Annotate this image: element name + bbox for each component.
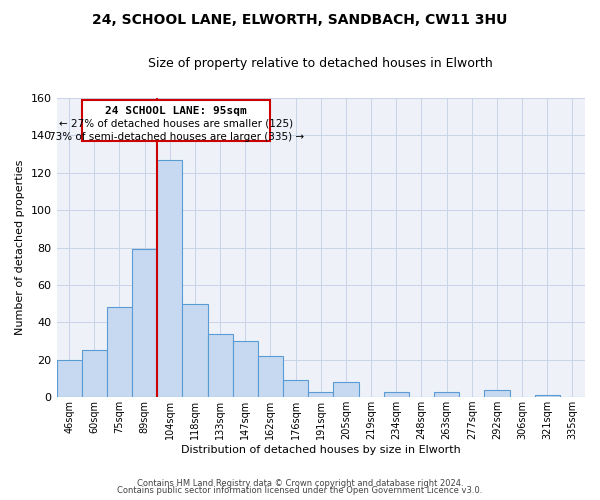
Text: 24 SCHOOL LANE: 95sqm: 24 SCHOOL LANE: 95sqm — [105, 106, 247, 116]
Bar — [484, 390, 509, 397]
Bar — [157, 160, 182, 397]
Bar — [258, 356, 283, 397]
FancyBboxPatch shape — [82, 100, 271, 141]
Text: 24, SCHOOL LANE, ELWORTH, SANDBACH, CW11 3HU: 24, SCHOOL LANE, ELWORTH, SANDBACH, CW11… — [92, 12, 508, 26]
X-axis label: Distribution of detached houses by size in Elworth: Distribution of detached houses by size … — [181, 445, 461, 455]
Bar — [434, 392, 459, 397]
Y-axis label: Number of detached properties: Number of detached properties — [15, 160, 25, 336]
Title: Size of property relative to detached houses in Elworth: Size of property relative to detached ho… — [148, 58, 493, 70]
Bar — [208, 334, 233, 397]
Bar — [535, 396, 560, 397]
Bar — [182, 304, 208, 397]
Text: 73% of semi-detached houses are larger (335) →: 73% of semi-detached houses are larger (… — [49, 132, 304, 141]
Text: Contains HM Land Registry data © Crown copyright and database right 2024.: Contains HM Land Registry data © Crown c… — [137, 478, 463, 488]
Bar — [334, 382, 359, 397]
Text: Contains public sector information licensed under the Open Government Licence v3: Contains public sector information licen… — [118, 486, 482, 495]
Text: ← 27% of detached houses are smaller (125): ← 27% of detached houses are smaller (12… — [59, 118, 293, 128]
Bar — [233, 341, 258, 397]
Bar — [107, 308, 132, 397]
Bar — [283, 380, 308, 397]
Bar — [132, 250, 157, 397]
Bar — [383, 392, 409, 397]
Bar — [56, 360, 82, 397]
Bar — [308, 392, 334, 397]
Bar — [82, 350, 107, 397]
